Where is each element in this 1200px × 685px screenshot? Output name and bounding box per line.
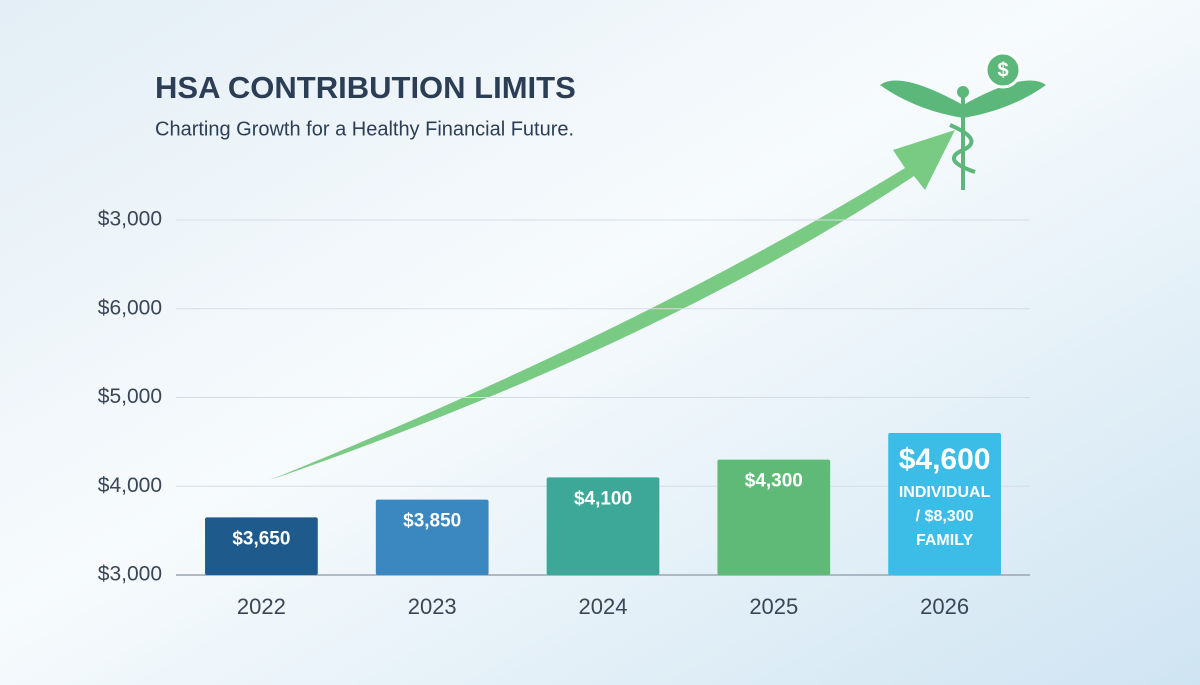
x-tick-label: 2026	[920, 594, 969, 619]
svg-text:$: $	[997, 59, 1008, 81]
value-label: $4,100	[574, 488, 632, 509]
y-tick-label: $4,000	[98, 474, 162, 497]
annotation: / $8,300	[916, 508, 974, 525]
y-tick-label: $5,000	[98, 385, 162, 408]
bar	[717, 459, 831, 575]
x-tick-label: 2023	[408, 594, 457, 619]
bar	[546, 477, 660, 575]
caduceus-icon: $	[880, 51, 1046, 190]
x-tick-label: 2025	[749, 594, 798, 619]
y-tick-label: $6,000	[98, 296, 162, 319]
x-tick-label: 2024	[579, 594, 628, 619]
value-label: $3,850	[403, 511, 461, 532]
value-label: $4,600	[899, 443, 991, 476]
value-label: $4,300	[745, 471, 803, 492]
bar	[375, 499, 489, 575]
y-tick-label: $3,000	[98, 208, 162, 231]
x-tick-label: 2022	[237, 594, 286, 619]
chart-title: HSA CONTRIBUTION LIMITS	[155, 70, 576, 105]
bar	[888, 433, 1001, 575]
bar	[205, 517, 318, 575]
annotation: FAMILY	[916, 532, 974, 549]
annotation: INDIVIDUAL	[899, 484, 991, 501]
value-label: $3,650	[232, 528, 290, 549]
chart-subtitle: Charting Growth for a Healthy Financial …	[155, 118, 574, 140]
y-tick-label: $3,000	[98, 563, 162, 586]
